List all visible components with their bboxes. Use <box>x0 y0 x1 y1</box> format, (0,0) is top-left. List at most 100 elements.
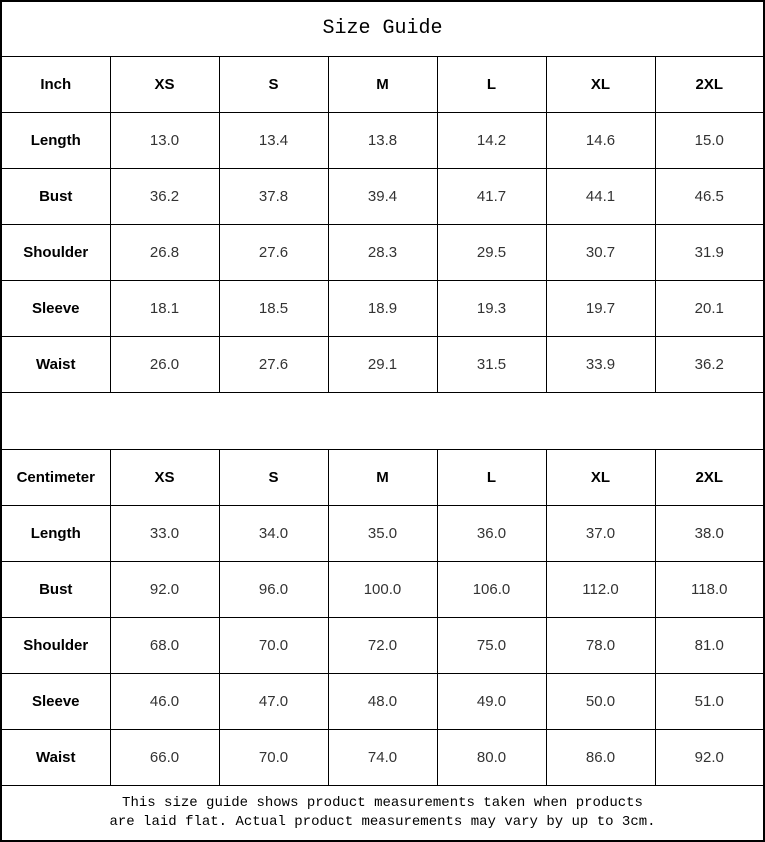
measurement-value: 19.7 <box>545 280 656 338</box>
measurement-value: 80.0 <box>436 729 547 787</box>
measurement-value: 68.0 <box>109 616 220 675</box>
size-header-s: S <box>218 55 329 113</box>
measurement-value: 18.5 <box>218 280 329 338</box>
table-row: Waist 26.0 27.6 29.1 31.5 33.9 36.2 <box>0 336 765 394</box>
size-header-xs: XS <box>109 448 220 506</box>
measurement-value: 75.0 <box>436 616 547 675</box>
measurement-value: 48.0 <box>327 672 438 731</box>
spacer-row <box>0 392 765 450</box>
measurement-value: 44.1 <box>545 167 656 226</box>
measurement-value: 39.4 <box>327 167 438 226</box>
measurement-value: 72.0 <box>327 616 438 675</box>
table-row: Shoulder 68.0 70.0 72.0 75.0 78.0 81.0 <box>0 616 765 675</box>
table-row: Length 13.0 13.4 13.8 14.2 14.6 15.0 <box>0 111 765 169</box>
measurement-value: 36.0 <box>436 504 547 562</box>
row-label: Waist <box>0 729 111 787</box>
measurement-value: 49.0 <box>436 672 547 731</box>
measurement-value: 106.0 <box>436 560 547 618</box>
table-row: Sleeve 18.1 18.5 18.9 19.3 19.7 20.1 <box>0 280 765 338</box>
measurement-value: 13.4 <box>218 111 329 169</box>
measurement-value: 118.0 <box>654 560 765 618</box>
measurement-value: 34.0 <box>218 504 329 562</box>
title-row: Size Guide <box>0 0 765 57</box>
table-row: Length 33.0 34.0 35.0 36.0 37.0 38.0 <box>0 504 765 562</box>
measurement-value: 33.9 <box>545 336 656 394</box>
table-row: Waist 66.0 70.0 74.0 80.0 86.0 92.0 <box>0 729 765 787</box>
table-row: Sleeve 46.0 47.0 48.0 49.0 50.0 51.0 <box>0 672 765 731</box>
measurement-value: 86.0 <box>545 729 656 787</box>
row-label: Length <box>0 504 111 562</box>
inch-header-row: Inch XS S M L XL 2XL <box>0 55 765 113</box>
measurement-value: 46.5 <box>654 167 765 226</box>
measurement-value: 38.0 <box>654 504 765 562</box>
measurement-value: 26.8 <box>109 223 220 282</box>
size-header-2xl: 2XL <box>654 55 765 113</box>
spacer-cell <box>0 392 765 450</box>
inch-unit-label: Inch <box>0 55 111 113</box>
measurement-value: 14.6 <box>545 111 656 169</box>
row-label: Bust <box>0 560 111 618</box>
measurement-value: 18.1 <box>109 280 220 338</box>
size-header-xl: XL <box>545 448 656 506</box>
measurement-value: 20.1 <box>654 280 765 338</box>
measurement-value: 13.0 <box>109 111 220 169</box>
table-row: Shoulder 26.8 27.6 28.3 29.5 30.7 31.9 <box>0 223 765 282</box>
measurement-value: 37.0 <box>545 504 656 562</box>
measurement-value: 100.0 <box>327 560 438 618</box>
measurement-value: 13.8 <box>327 111 438 169</box>
measurement-value: 33.0 <box>109 504 220 562</box>
measurement-value: 37.8 <box>218 167 329 226</box>
measurement-value: 31.9 <box>654 223 765 282</box>
footer-note: This size guide shows product measuremen… <box>0 785 765 842</box>
measurement-value: 36.2 <box>109 167 220 226</box>
size-header-xl: XL <box>545 55 656 113</box>
measurement-value: 29.5 <box>436 223 547 282</box>
measurement-value: 46.0 <box>109 672 220 731</box>
measurement-value: 78.0 <box>545 616 656 675</box>
measurement-value: 28.3 <box>327 223 438 282</box>
size-header-m: M <box>327 55 438 113</box>
row-label: Shoulder <box>0 223 111 282</box>
size-header-l: L <box>436 448 547 506</box>
footer-row: This size guide shows product measuremen… <box>0 785 765 842</box>
measurement-value: 30.7 <box>545 223 656 282</box>
measurement-value: 50.0 <box>545 672 656 731</box>
measurement-value: 36.2 <box>654 336 765 394</box>
row-label: Sleeve <box>0 672 111 731</box>
measurement-value: 26.0 <box>109 336 220 394</box>
row-label: Length <box>0 111 111 169</box>
measurement-value: 18.9 <box>327 280 438 338</box>
size-header-m: M <box>327 448 438 506</box>
measurement-value: 35.0 <box>327 504 438 562</box>
measurement-value: 41.7 <box>436 167 547 226</box>
cm-header-row: Centimeter XS S M L XL 2XL <box>0 448 765 506</box>
row-label: Shoulder <box>0 616 111 675</box>
measurement-value: 74.0 <box>327 729 438 787</box>
measurement-value: 14.2 <box>436 111 547 169</box>
measurement-value: 15.0 <box>654 111 765 169</box>
measurement-value: 51.0 <box>654 672 765 731</box>
measurement-value: 112.0 <box>545 560 656 618</box>
row-label: Waist <box>0 336 111 394</box>
measurement-value: 81.0 <box>654 616 765 675</box>
size-header-l: L <box>436 55 547 113</box>
row-label: Bust <box>0 167 111 226</box>
measurement-value: 27.6 <box>218 336 329 394</box>
measurement-value: 92.0 <box>654 729 765 787</box>
measurement-value: 19.3 <box>436 280 547 338</box>
measurement-value: 96.0 <box>218 560 329 618</box>
cm-unit-label: Centimeter <box>0 448 111 506</box>
size-header-2xl: 2XL <box>654 448 765 506</box>
footer-note-line1: This size guide shows product measuremen… <box>122 795 643 812</box>
measurement-value: 70.0 <box>218 616 329 675</box>
footer-note-line2: are laid flat. Actual product measuremen… <box>109 814 656 831</box>
measurement-value: 92.0 <box>109 560 220 618</box>
page-title: Size Guide <box>0 0 765 57</box>
table-row: Bust 92.0 96.0 100.0 106.0 112.0 118.0 <box>0 560 765 618</box>
size-header-xs: XS <box>109 55 220 113</box>
measurement-value: 27.6 <box>218 223 329 282</box>
measurement-value: 31.5 <box>436 336 547 394</box>
measurement-value: 47.0 <box>218 672 329 731</box>
size-header-s: S <box>218 448 329 506</box>
